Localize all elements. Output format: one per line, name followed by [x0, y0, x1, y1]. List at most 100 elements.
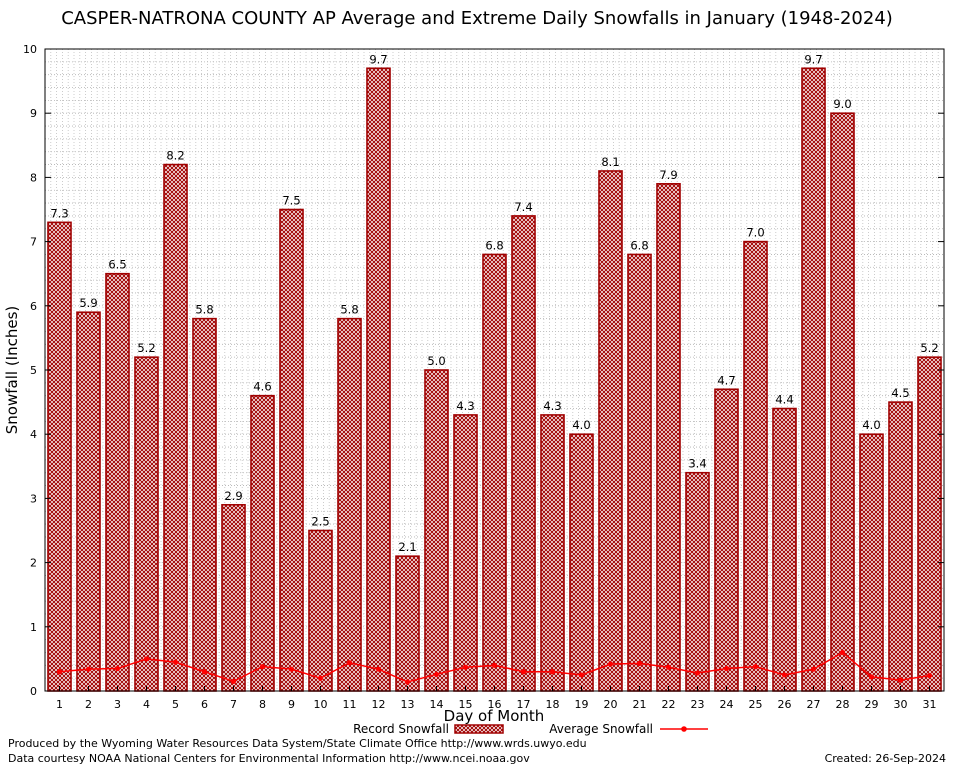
bar-value-label: 2.5 [311, 515, 329, 529]
x-tick-label: 8 [259, 698, 266, 711]
bar-value-label: 9.0 [833, 97, 851, 111]
bar-value-label: 4.3 [543, 399, 561, 413]
record-bar [424, 369, 449, 692]
bar-value-label: 5.8 [340, 303, 358, 317]
x-tick-label: 9 [288, 698, 295, 711]
record-bar [859, 433, 884, 692]
average-point [520, 669, 527, 675]
bar-value-label: 8.1 [601, 155, 619, 169]
record-bar [482, 253, 507, 692]
x-tick-label: 18 [546, 698, 560, 711]
bar-value-label: 6.5 [108, 258, 126, 272]
bar-value-label: 4.5 [891, 386, 909, 400]
x-axis-label: Day of Month [444, 707, 545, 725]
record-bar [250, 394, 275, 692]
x-tick-label: 7 [230, 698, 237, 711]
record-bar [395, 555, 420, 692]
x-tick-label: 19 [575, 698, 589, 711]
average-point [375, 666, 382, 672]
bar-value-label: 4.7 [717, 373, 735, 387]
record-bars: 7.3 5.9 6.5 5.2 8.2 5.8 2.9 4.6 7.5 2.5 5.8 9.7 2.1 5… [47, 52, 942, 692]
bar-value-label: 2.1 [398, 540, 416, 554]
average-point [810, 666, 817, 672]
x-tick-label: 3 [114, 698, 121, 711]
record-bar [308, 529, 333, 692]
x-tick-label: 26 [778, 698, 792, 711]
record-bar [598, 170, 623, 692]
x-tick-label: 5 [172, 698, 179, 711]
x-tick-label: 12 [372, 698, 386, 711]
average-point [607, 661, 614, 667]
record-bar [627, 253, 652, 692]
footer-created-date: Created: 26-Sep-2024 [824, 752, 946, 765]
average-point [346, 660, 353, 666]
x-tick-label: 25 [749, 698, 763, 711]
bar-value-label: 5.8 [195, 303, 213, 317]
record-bar [685, 471, 710, 692]
x-tick-label: 16 [488, 698, 502, 711]
average-point [114, 665, 121, 672]
record-bar [453, 414, 478, 692]
x-tick-label: 29 [865, 698, 879, 711]
average-point [143, 656, 150, 662]
record-bar [105, 272, 130, 692]
y-tick-label: 9 [30, 107, 37, 120]
x-tick-label: 14 [430, 698, 444, 711]
record-bar [192, 317, 217, 692]
average-point [230, 678, 237, 684]
average-point [665, 664, 672, 670]
chart-title: CASPER-NATRONA COUNTY AP Average and Ext… [61, 8, 893, 29]
y-tick-label: 5 [30, 364, 37, 377]
bar-value-label: 5.2 [920, 341, 938, 355]
x-tick-label: 30 [894, 698, 908, 711]
bar-value-label: 5.0 [427, 354, 445, 368]
bar-value-label: 4.0 [862, 418, 880, 432]
x-tick-label: 23 [691, 698, 705, 711]
bar-value-label: 7.9 [659, 168, 677, 182]
footer-data-courtesy: Data courtesy NOAA National Centers for … [8, 752, 530, 765]
legend-record-label: Record Snowfall [353, 722, 449, 736]
x-tick-label: 28 [836, 698, 850, 711]
x-tick-label: 6 [201, 698, 208, 711]
record-bar [134, 356, 159, 692]
record-bar [714, 388, 739, 692]
record-bar [569, 433, 594, 692]
x-tick-label: 1 [56, 698, 63, 711]
bar-value-label: 9.7 [804, 52, 822, 66]
y-tick-label: 2 [30, 557, 37, 570]
x-tick-label: 22 [662, 698, 676, 711]
record-bar [47, 221, 72, 692]
footer-produced-by: Produced by the Wyoming Water Resources … [8, 737, 587, 750]
x-tick-label: 21 [633, 698, 647, 711]
record-bar [656, 183, 681, 692]
record-bar [917, 356, 942, 692]
average-point [578, 672, 585, 678]
x-tick-label: 10 [314, 698, 328, 711]
record-bar [163, 163, 188, 692]
bar-value-label: 8.2 [166, 149, 184, 163]
average-point [462, 664, 469, 670]
average-point [172, 659, 179, 665]
record-bar [772, 407, 797, 692]
bar-value-label: 6.8 [485, 238, 503, 252]
y-tick-label: 0 [30, 685, 37, 698]
legend-record-swatch [454, 724, 504, 734]
y-tick-label: 7 [30, 236, 37, 249]
bar-value-label: 7.3 [50, 206, 68, 220]
average-point [259, 664, 266, 670]
record-bar [279, 208, 304, 692]
x-tick-label: 27 [807, 698, 821, 711]
x-tick-label: 13 [401, 698, 415, 711]
legend-average-marker [681, 726, 687, 732]
bar-value-label: 4.6 [253, 380, 271, 394]
bar-value-label: 3.4 [688, 457, 706, 471]
record-bar [801, 67, 826, 692]
y-tick-label: 8 [30, 171, 37, 184]
average-point [897, 677, 904, 683]
average-point [723, 665, 730, 672]
average-point [317, 675, 324, 681]
bar-value-label: 5.9 [79, 296, 97, 310]
legend-average-label: Average Snowfall [549, 722, 653, 736]
